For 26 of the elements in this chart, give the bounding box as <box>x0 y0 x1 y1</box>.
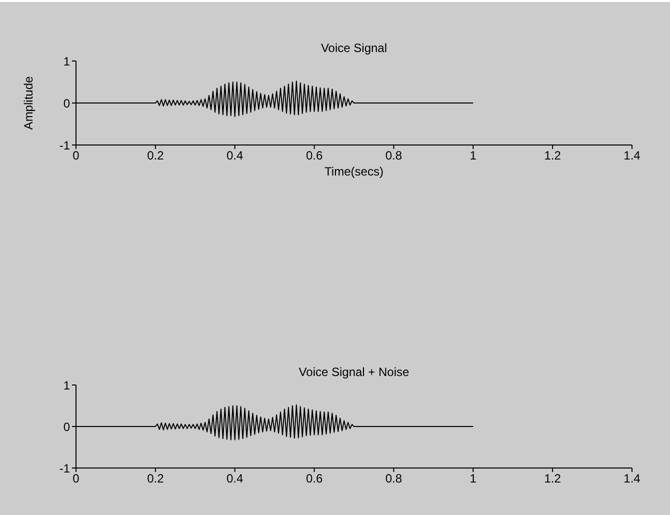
x-tick-label: 0.8 <box>385 472 402 486</box>
x-tick-label: 0.6 <box>306 148 323 163</box>
x-tick-label: 1 <box>470 472 477 486</box>
x-tick-label: 0.6 <box>306 472 323 486</box>
y-axis-title: Amplitude <box>21 76 36 130</box>
x-tick-label: 1.2 <box>544 148 562 163</box>
x-tick-label: 1 <box>470 148 477 163</box>
y-tick-label: -1 <box>59 461 70 476</box>
chart-title: Voice Signal <box>320 41 388 55</box>
x-tick-label: 0.2 <box>147 148 164 163</box>
y-tick-label: 1 <box>63 54 70 68</box>
x-tick-label: 0 <box>72 472 80 486</box>
x-tick-label: 0.4 <box>226 148 244 163</box>
x-tick-label: 1.2 <box>544 472 562 486</box>
y-tick-label: 1 <box>63 378 70 392</box>
x-tick-label: 1.4 <box>624 472 641 486</box>
y-tick-label: 0 <box>63 420 70 434</box>
chart-title: Voice Signal + Noise <box>298 365 410 379</box>
x-tick-label: 0 <box>72 148 80 163</box>
x-tick-label: 1.4 <box>624 148 641 163</box>
y-tick-label: -1 <box>59 138 70 152</box>
x-axis-title: Time(secs) <box>324 164 384 179</box>
x-tick-label: 0.2 <box>147 472 164 486</box>
x-tick-label: 0.8 <box>385 148 402 163</box>
y-tick-label: 0 <box>63 96 70 110</box>
x-tick-label: 0.4 <box>226 472 244 486</box>
